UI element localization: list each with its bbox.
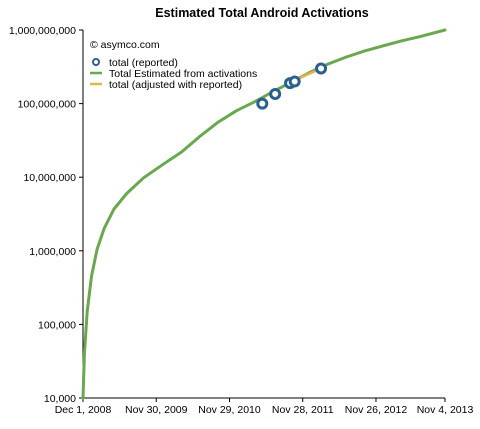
series-line-total-estimated-from-activations <box>81 28 447 400</box>
y-tick-label: 1,000,000,000 <box>9 25 76 37</box>
y-tick-label: 10,000,000 <box>23 172 76 184</box>
chart-title: Estimated Total Android Activations <box>155 6 368 20</box>
reported-point <box>288 75 301 88</box>
legend: total (reported)Total Estimated from act… <box>90 57 257 91</box>
reported-point <box>315 62 328 75</box>
x-axis: Dec 1, 2008 Nov 30, 2009 Nov 29, 2010 Nov 2… <box>55 397 474 416</box>
x-tick-label: Nov 29, 2010 <box>198 404 261 416</box>
y-tick-label: 1,000,000 <box>29 246 76 258</box>
y-axis: 10,000 100,000 1,000,000 10,000,000 100,000,… <box>9 25 84 405</box>
credit-label: © asymco.com <box>90 39 160 51</box>
legend-label: total (reported) <box>109 57 178 69</box>
x-tick-label: Dec 1, 2008 <box>55 404 112 416</box>
reported-point <box>269 88 282 101</box>
x-tick-label: Nov 26, 2012 <box>345 404 408 416</box>
y-tick-label: 100,000,000 <box>18 99 77 111</box>
y-tick-label: 100,000 <box>38 319 76 331</box>
plot-area <box>81 28 447 400</box>
y-tick-label: 10,000 <box>44 393 76 405</box>
legend-swatch-marker <box>92 58 100 66</box>
x-tick-label: Nov 28, 2011 <box>272 404 334 416</box>
x-tick-label: Nov 30, 2009 <box>125 404 188 416</box>
legend-label: Total Estimated from activations <box>109 68 257 80</box>
x-tick-label: Nov 4, 2013 <box>417 404 474 416</box>
reported-point <box>256 97 269 110</box>
legend-label: total (adjusted with reported) <box>109 79 242 91</box>
